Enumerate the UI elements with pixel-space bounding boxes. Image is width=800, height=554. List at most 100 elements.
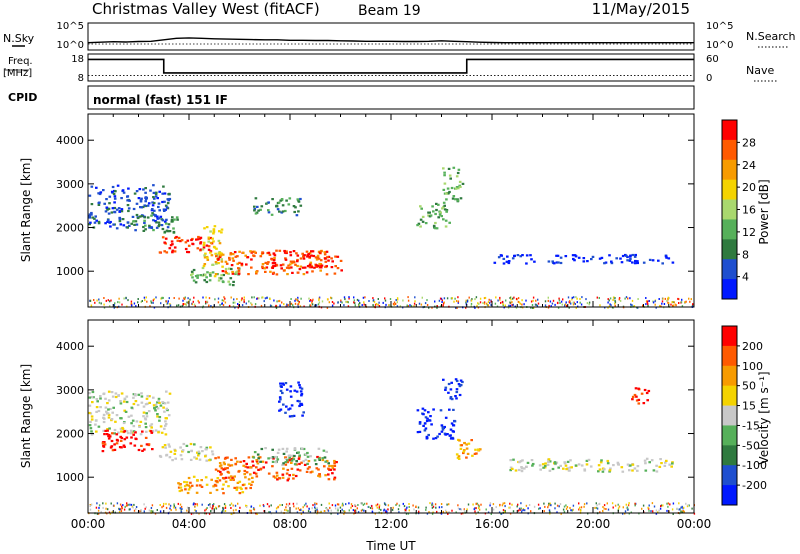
- echo-region: [214, 249, 343, 276]
- colorbar-swatch: [722, 219, 737, 240]
- echo-region: [214, 455, 338, 482]
- echo-region: [442, 166, 465, 203]
- beam-label: Beam 19: [358, 3, 421, 19]
- echo-region: [252, 447, 330, 466]
- freq-series-line: [88, 58, 694, 74]
- echo-region: [493, 253, 675, 265]
- colorbar-tick-label: 4: [742, 271, 749, 284]
- colorbar-swatch: [722, 159, 737, 181]
- colorbar-tick-label: 16: [742, 204, 756, 217]
- nsearch-label: N.Search: [746, 30, 796, 43]
- colorbar-swatch: [722, 485, 737, 506]
- colorbar-swatch: [722, 179, 737, 201]
- velocity-colorbar-label: Velocity [m s⁻¹]: [757, 371, 771, 464]
- nsky-panel: N.Sky 10^5 10^0 10^5 10^0 N.Search: [3, 21, 796, 51]
- colorbar-tick-label: 8: [742, 248, 749, 261]
- x-tick-label: 00:00: [677, 517, 712, 531]
- y-tick-label: 2000: [56, 428, 84, 441]
- power-panel: 4000 3000 2000 1000 Slant Range [km] 28 24 20…: [19, 113, 771, 309]
- echo-region: [631, 387, 651, 405]
- velocity-y-axis: 4000 3000 2000 1000: [56, 340, 694, 484]
- cpid-panel: CPID normal (fast) 151 IF: [8, 85, 695, 110]
- nave-label: Nave: [746, 64, 774, 77]
- echo-region: [177, 475, 254, 495]
- colorbar-swatch: [722, 139, 737, 161]
- power-y-axis: 4000 3000 2000 1000: [56, 134, 694, 278]
- freq-bottom-tick: 8: [78, 73, 84, 84]
- echo-region: [88, 184, 172, 230]
- echo-region: [442, 378, 464, 401]
- echo-region: [416, 407, 457, 440]
- colorbar-swatch: [722, 425, 737, 446]
- y-tick-label: 3000: [56, 384, 84, 397]
- freq-label-line1: Freq.: [8, 56, 33, 67]
- colorbar-tick-label: -200: [742, 479, 767, 492]
- velocity-data-layer: [88, 378, 696, 515]
- colorbar-tick-label: -50: [742, 439, 760, 452]
- echo-region: [126, 214, 179, 234]
- colorbar-tick-label: 15: [742, 400, 756, 413]
- plot-title: Christmas Valley West (fitACF): [92, 0, 320, 18]
- y-tick-label: 3000: [56, 178, 84, 191]
- y-tick-label: 1000: [56, 265, 84, 278]
- nave-top-tick: 60: [706, 54, 719, 65]
- ground-scatter: [89, 296, 694, 309]
- echo-region: [158, 442, 215, 462]
- nsky-label: N.Sky: [3, 32, 35, 45]
- colorbar-swatch: [722, 199, 737, 220]
- y-tick-label: 2000: [56, 222, 84, 235]
- freq-panel: Freq. [MHz] 18 8 60 0 Nave: [3, 53, 778, 84]
- colorbar-swatch: [722, 385, 737, 407]
- colorbar-tick-label: 50: [742, 380, 756, 393]
- colorbar-tick-label: 20: [742, 181, 756, 194]
- colorbar-swatch: [722, 259, 737, 280]
- power-x-axis: [87, 114, 695, 307]
- colorbar-swatch: [722, 345, 737, 367]
- nave-bottom-tick: 0: [706, 73, 712, 84]
- colorbar-tick-label: 100: [742, 360, 763, 373]
- nsky-series-line: [87, 37, 694, 44]
- colorbar-tick-label: 28: [742, 136, 756, 149]
- colorbar-swatch: [722, 326, 737, 347]
- y-tick-label: 4000: [56, 134, 84, 147]
- colorbar-swatch: [722, 445, 737, 466]
- echo-region: [509, 457, 674, 473]
- nsearch-top-tick: 10^5: [706, 21, 733, 32]
- freq-label-line2: [MHz]: [3, 68, 32, 79]
- colorbar-swatch: [722, 279, 737, 300]
- colorbar-swatch: [722, 465, 737, 486]
- colorbar-tick-label: 200: [742, 340, 763, 353]
- echo-region: [158, 235, 214, 254]
- x-tick-label: 20:00: [576, 517, 611, 531]
- velocity-panel: 4000 3000 2000 1000 00:00 04:00 08:00 12:00 16:…: [19, 319, 771, 553]
- velocity-colorbar: 200 100 50 15 -15 -50 -100 -200: [721, 325, 767, 506]
- power-ylabel: Slant Range [km]: [19, 158, 33, 262]
- colorbar-swatch: [722, 120, 737, 141]
- power-colorbar-label: Power [dB]: [757, 179, 771, 244]
- colorbar-tick-label: 24: [742, 159, 756, 172]
- echo-region: [88, 390, 172, 436]
- time-axis-label: Time UT: [365, 539, 416, 553]
- power-data-layer: [88, 166, 694, 309]
- echo-region: [455, 438, 482, 460]
- velocity-x-axis: 00:00 04:00 08:00 12:00 16:00 20:00 00:00: [71, 320, 712, 531]
- cpid-label: CPID: [8, 91, 37, 104]
- echo-region: [101, 429, 154, 453]
- nsearch-bottom-tick: 10^0: [706, 40, 733, 51]
- freq-top-tick: 18: [71, 54, 84, 65]
- colorbar-swatch: [722, 239, 737, 260]
- y-tick-label: 4000: [56, 340, 84, 353]
- colorbar-swatch: [722, 405, 737, 426]
- echo-region: [201, 225, 224, 278]
- x-tick-label: 08:00: [273, 517, 308, 531]
- colorbar-swatch: [722, 365, 737, 387]
- nsky-top-tick: 10^5: [57, 21, 84, 32]
- velocity-ylabel: Slant Range [km]: [19, 364, 33, 468]
- power-colorbar: 28 24 20 16 12 8 4: [721, 119, 756, 300]
- x-tick-label: 16:00: [475, 517, 510, 531]
- x-tick-label: 00:00: [71, 517, 106, 531]
- x-tick-label: 12:00: [374, 517, 409, 531]
- x-tick-label: 04:00: [172, 517, 207, 531]
- y-tick-label: 1000: [56, 471, 84, 484]
